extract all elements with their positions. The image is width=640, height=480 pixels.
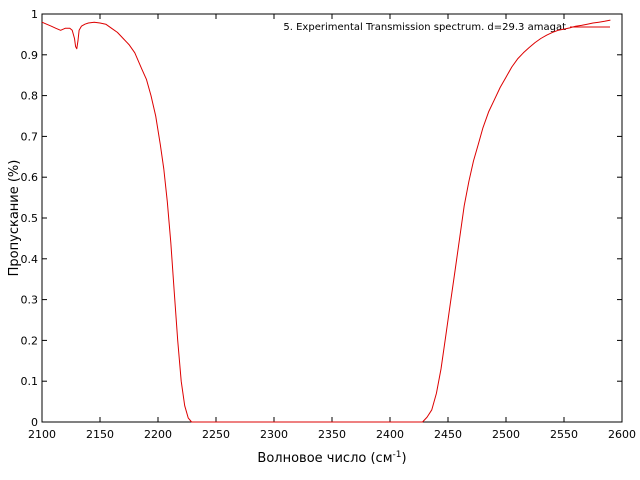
y-tick-label: 0.2 [21, 334, 39, 347]
y-axis-label: Пропускание (%) [7, 160, 22, 277]
axis-tick-labels: 2100 2150 2200 2250 2300 2350 2400 2450 2500 2550… [21, 8, 637, 441]
x-tick-label: 2100 [28, 428, 56, 441]
x-tick-label: 2300 [260, 428, 288, 441]
legend-label: 5. Experimental Transmission spectrum. d… [283, 22, 566, 33]
y-tick-label: 0.3 [21, 294, 39, 307]
y-tick-label: 1 [31, 8, 38, 21]
series-line [41, 19, 611, 423]
y-tick-label: 0.7 [21, 130, 39, 143]
axis-ticks [41, 13, 623, 423]
y-tick-label: 0.4 [21, 253, 39, 266]
x-tick-label: 2150 [86, 428, 114, 441]
x-axis-label-superscript: -1 [393, 450, 402, 460]
x-tick-label: 2250 [202, 428, 230, 441]
y-tick-label: 0.6 [21, 171, 39, 184]
x-tick-label: 2400 [376, 428, 404, 441]
x-tick-label: 2550 [550, 428, 578, 441]
x-tick-label: 2600 [608, 428, 636, 441]
y-tick-label: 0.1 [21, 375, 39, 388]
x-tick-label: 2450 [434, 428, 462, 441]
y-tick-label: 0.8 [21, 90, 39, 103]
x-axis-label-text: Волновое число (см [257, 451, 392, 466]
x-axis-label: Волновое число (см-1) [257, 450, 406, 466]
x-tick-label: 2500 [492, 428, 520, 441]
legend: 5. Experimental Transmission spectrum. d… [283, 22, 610, 33]
x-tick-label: 2350 [318, 428, 346, 441]
x-axis-label-suffix: ) [401, 451, 406, 466]
y-tick-label: 0.9 [21, 49, 39, 62]
plot-frame [41, 13, 623, 423]
x-tick-label: 2200 [144, 428, 172, 441]
y-tick-label: 0 [31, 416, 38, 429]
y-tick-label: 0.5 [21, 212, 39, 225]
